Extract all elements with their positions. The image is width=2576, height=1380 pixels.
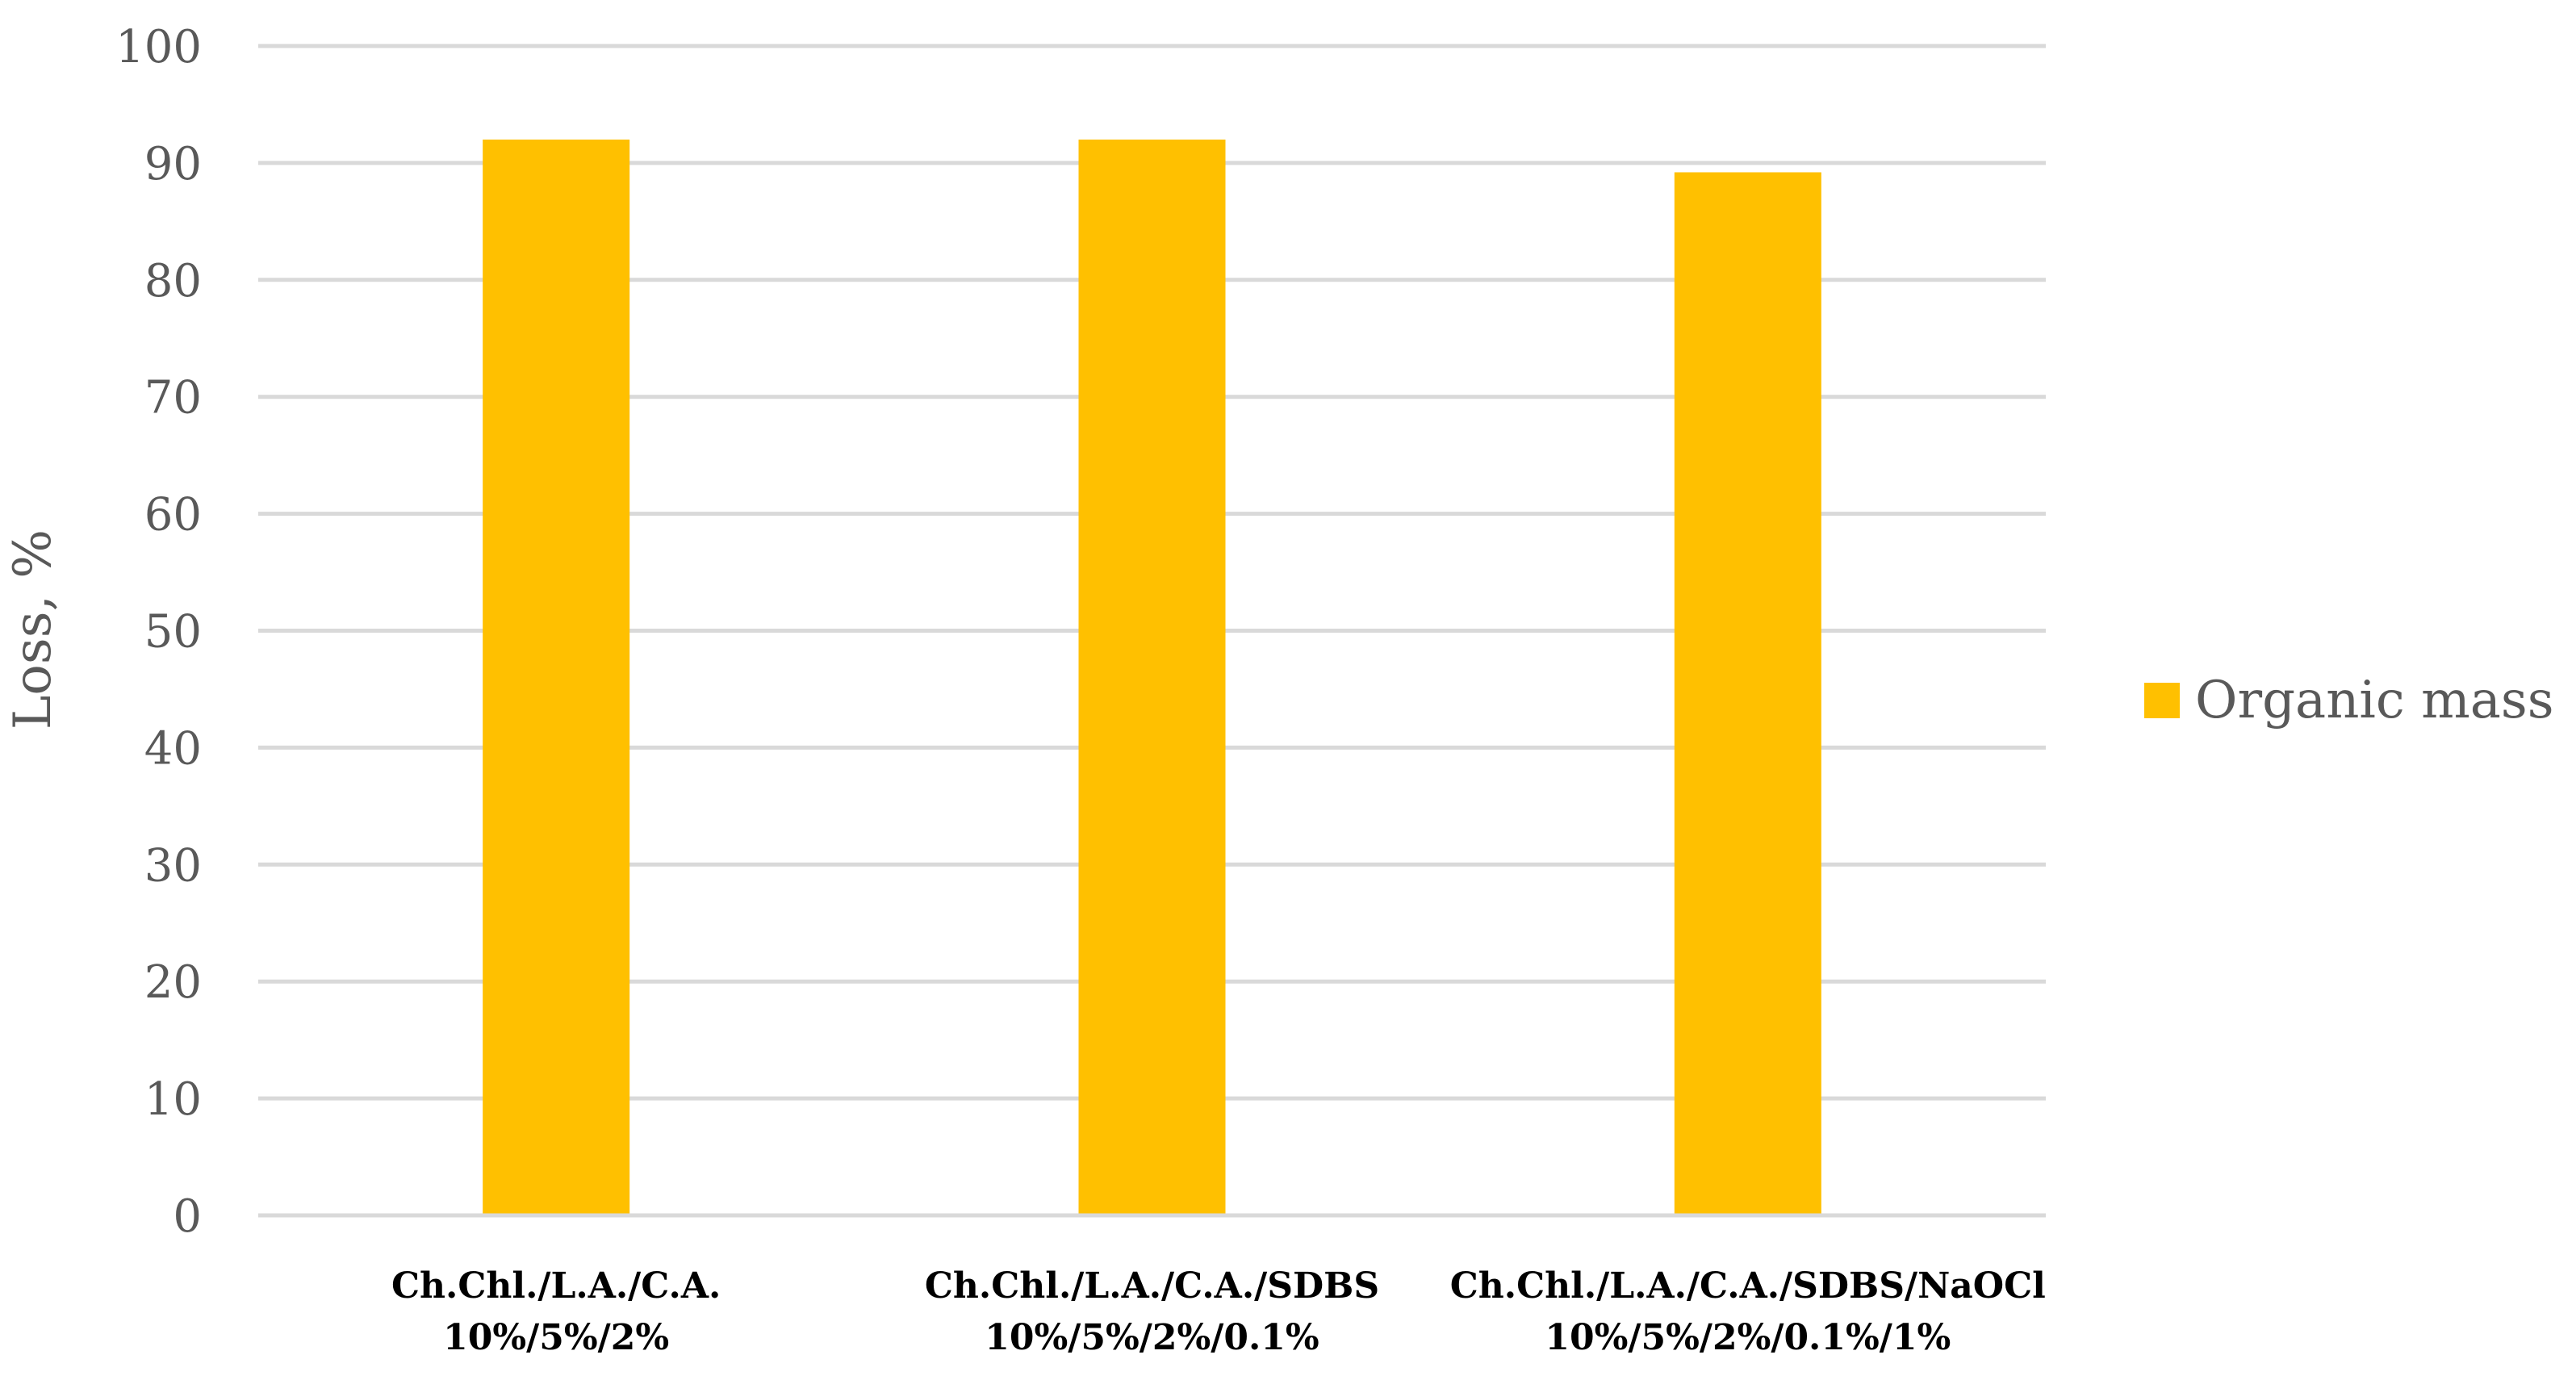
bar — [1078, 139, 1226, 1215]
x-tick-label: Ch.Chl./L.A./C.A./SDBS — [925, 1265, 1379, 1307]
x-axis-labels: Ch.Chl./L.A./C.A. 10%/5%/2% Ch.Chl./L.A./C… — [391, 1265, 2046, 1358]
x-tick-label: 10%/5%/2%/0.1% — [985, 1317, 1319, 1358]
y-tick-label: 70 — [144, 372, 202, 424]
y-tick-label: 50 — [144, 606, 202, 659]
x-tick-label: 10%/5%/2%/0.1%/1% — [1545, 1317, 1951, 1358]
y-tick-label: 40 — [144, 722, 202, 775]
x-tick-label: Ch.Chl./L.A./C.A. — [391, 1265, 721, 1307]
y-axis-title: Loss, % — [3, 529, 63, 730]
y-tick-label: 60 — [144, 489, 202, 542]
y-tick-label: 0 — [173, 1190, 202, 1243]
legend-swatch — [2144, 683, 2180, 718]
bar — [1674, 172, 1821, 1216]
y-axis-ticks: 0 10 20 30 40 50 60 70 80 90 100 — [115, 21, 202, 1243]
y-tick-label: 90 — [144, 138, 202, 190]
y-tick-label: 30 — [144, 839, 202, 892]
x-tick-label: Ch.Chl./L.A./C.A./SDBS/NaOCl — [1450, 1265, 2046, 1307]
y-tick-label: 20 — [144, 956, 202, 1009]
y-tick-label: 80 — [144, 255, 202, 307]
legend-label: Organic mass — [2195, 671, 2554, 730]
x-tick-label: 10%/5%/2% — [443, 1317, 669, 1358]
y-tick-label: 10 — [144, 1073, 202, 1126]
y-tick-label: 100 — [115, 21, 202, 73]
bar — [483, 139, 630, 1215]
legend: Organic mass — [2144, 671, 2554, 730]
bars — [483, 139, 1821, 1216]
